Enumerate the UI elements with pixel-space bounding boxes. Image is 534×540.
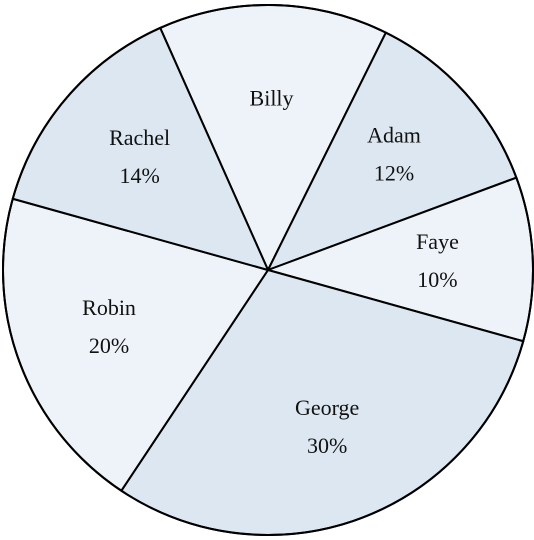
slice-name-label-adam: Adam — [367, 123, 421, 148]
labels-layer: Billy Adam 12% Faye 10% George 30% Robin 20% Rach… — [82, 85, 459, 458]
pie-outline — [2, 4, 534, 536]
slice-percent-label-george: 30% — [307, 433, 347, 458]
slice-percent-label-robin: 20% — [89, 333, 129, 358]
slice-name-label-robin: Robin — [82, 295, 136, 320]
slice-name-label-rachel: Rachel — [109, 125, 170, 150]
slice-percent-label-adam: 12% — [374, 161, 414, 186]
slice-name-label-george: George — [295, 395, 359, 420]
slice-percent-label-rachel: 14% — [119, 163, 159, 188]
slice-percent-label-faye: 10% — [417, 267, 457, 292]
slice-name-label-billy: Billy — [250, 85, 294, 110]
slice-name-label-faye: Faye — [416, 229, 459, 254]
